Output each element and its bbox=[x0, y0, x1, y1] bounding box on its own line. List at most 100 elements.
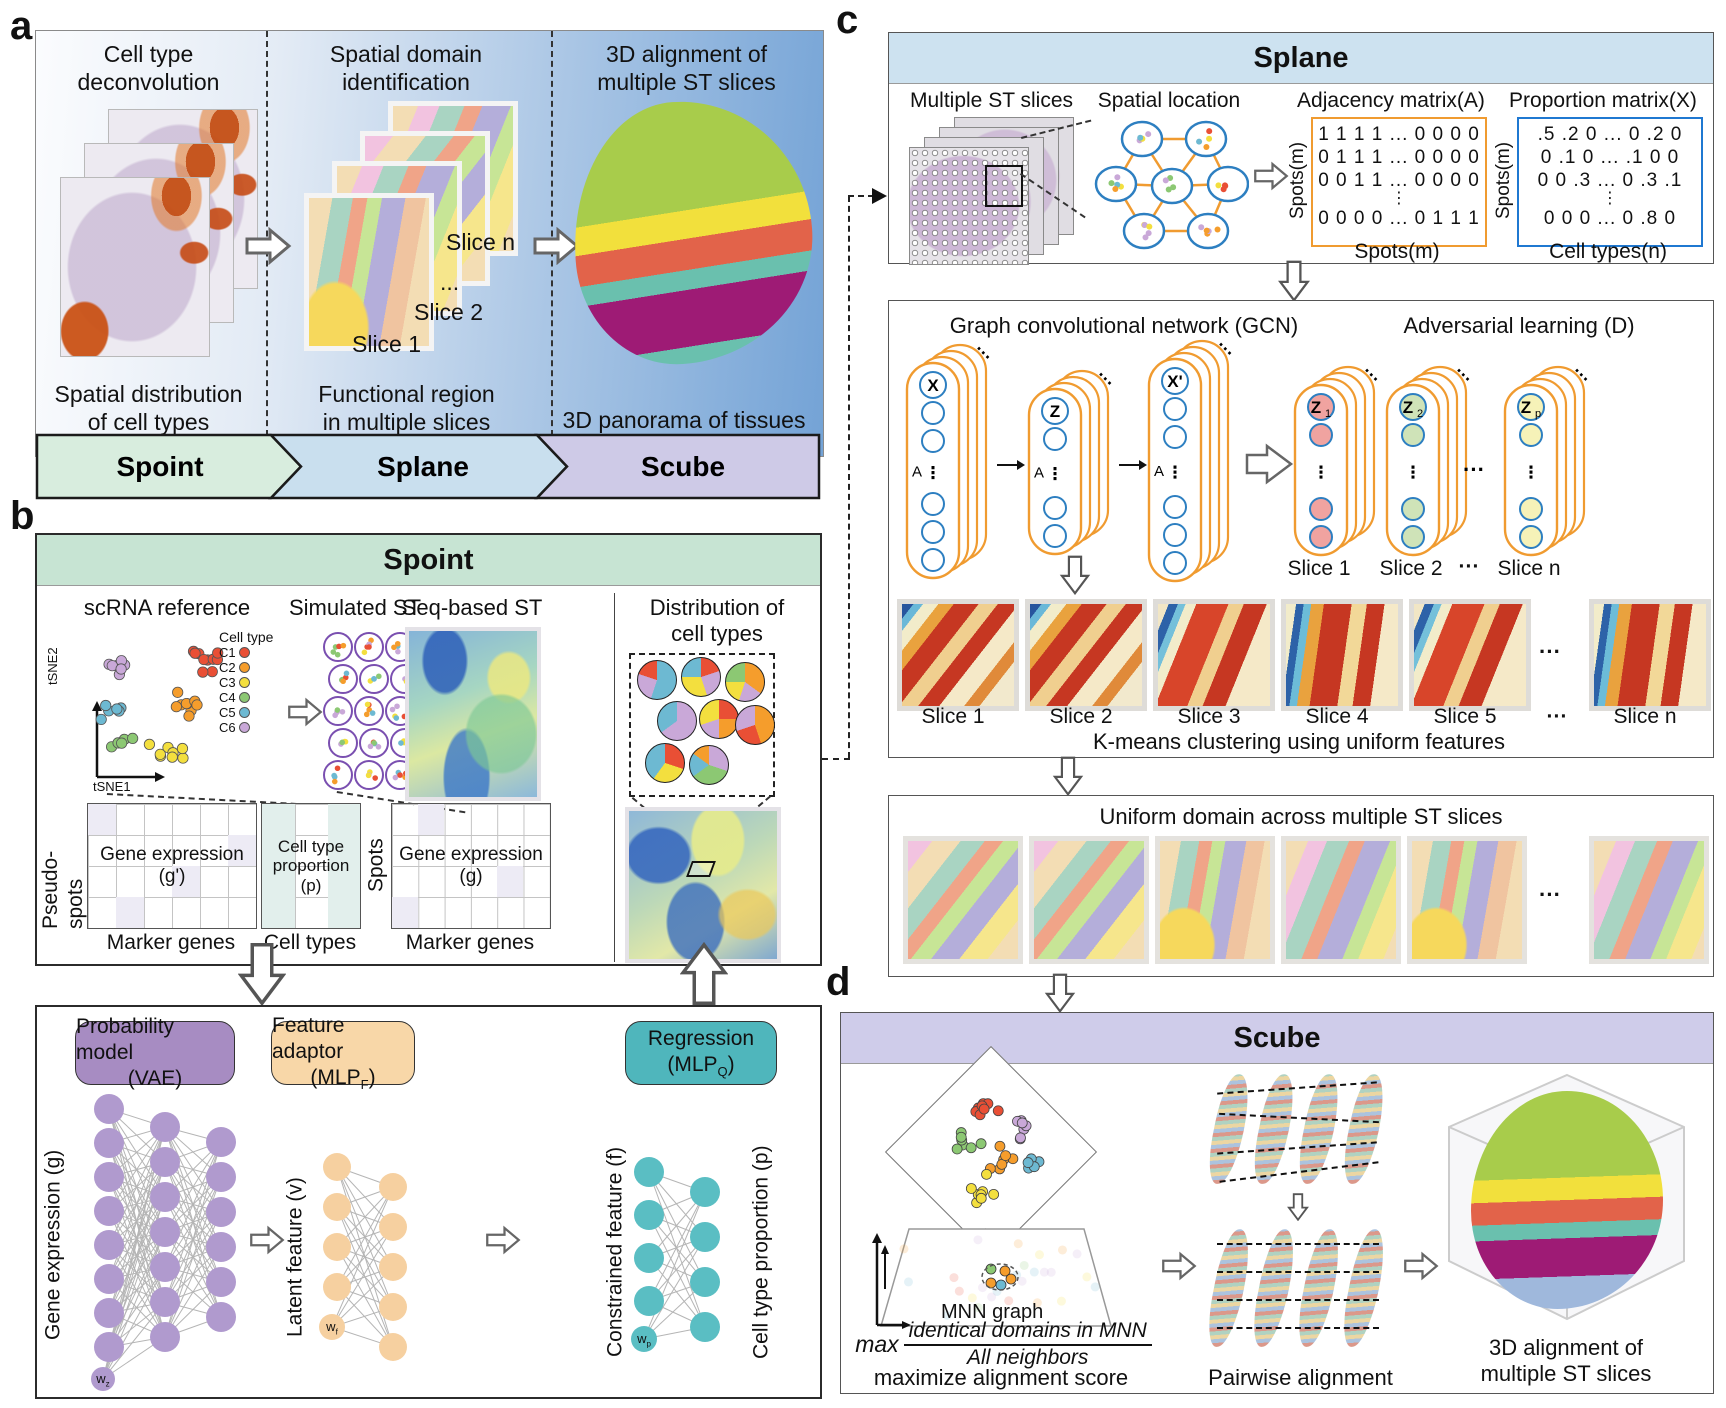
stack-label-node bbox=[1307, 393, 1335, 421]
stack-front-pill bbox=[905, 361, 961, 580]
spot-dot bbox=[397, 772, 403, 778]
km-slice-n-label: Slice n bbox=[1613, 705, 1677, 728]
caption-maximize: maximize alignment score bbox=[873, 1365, 1129, 1390]
stack-label: Z bbox=[1050, 402, 1060, 421]
connector-arrowhead-icon bbox=[872, 188, 887, 204]
spot-dot bbox=[334, 765, 341, 772]
stack-front-pill bbox=[1147, 357, 1203, 583]
vae-model-box: Probability model (VAE) bbox=[75, 1015, 235, 1090]
axes-icon bbox=[872, 1233, 911, 1329]
spot-dot bbox=[375, 744, 382, 750]
adj-row-label: Spots(m) bbox=[1287, 141, 1308, 219]
cell-type-proportion-axis-label: Cell type proportion (p) bbox=[749, 1145, 773, 1359]
stack-node bbox=[1163, 425, 1187, 449]
graph-node bbox=[1122, 212, 1166, 250]
tsne-point bbox=[154, 748, 166, 760]
net-node bbox=[690, 1312, 720, 1342]
adjacency-matrix: 1 1 1 1 ... 0 0 0 0 0 1 1 1 ... 0 0 0 0 … bbox=[1311, 117, 1487, 247]
stack-front-pill bbox=[1027, 387, 1083, 556]
c4-color-dot bbox=[238, 692, 250, 703]
net-edge bbox=[336, 1186, 394, 1288]
net-node bbox=[379, 1213, 407, 1241]
arrow-right-icon bbox=[1162, 1251, 1197, 1281]
constrained-feature-axis-label: Constrained feature (f) bbox=[603, 1146, 627, 1358]
stack-front-pill bbox=[1503, 383, 1559, 557]
node-dot bbox=[1167, 174, 1174, 181]
net-edge bbox=[164, 1141, 222, 1268]
uniform-dots: ··· bbox=[1539, 882, 1561, 907]
panel-d-label: d bbox=[826, 960, 851, 1004]
node-dot bbox=[1108, 180, 1115, 187]
spot-dot bbox=[331, 778, 338, 785]
spot-dot bbox=[398, 740, 404, 746]
faint-dot bbox=[973, 1235, 983, 1245]
vdots: ⋮ bbox=[1167, 463, 1184, 482]
faint-dot bbox=[1013, 1239, 1023, 1249]
diamond-dot bbox=[975, 1138, 987, 1150]
faint-dot bbox=[949, 1273, 959, 1283]
km-dots-label: ··· bbox=[1546, 705, 1568, 728]
pie-chart bbox=[689, 745, 729, 785]
legend-item: C4 bbox=[219, 690, 289, 705]
gcn-slice-n-label: Slice n bbox=[1497, 557, 1561, 580]
stack-node bbox=[1163, 397, 1187, 421]
faint-dot bbox=[942, 1310, 952, 1320]
arrow-right-icon bbox=[486, 1225, 521, 1255]
arrow-down-icon bbox=[1287, 1193, 1309, 1221]
net-edge bbox=[108, 1126, 166, 1212]
diamond-dot bbox=[975, 1192, 987, 1204]
arrow-head bbox=[1139, 460, 1147, 470]
diamond-dot bbox=[994, 1140, 1006, 1152]
slice-2-label: Slice 2 bbox=[414, 299, 484, 325]
pie-chart bbox=[681, 657, 721, 697]
spot-dot bbox=[369, 710, 376, 716]
faint-dot bbox=[1082, 1272, 1092, 1282]
faint-dot bbox=[954, 1286, 964, 1296]
stack-dots: ··· bbox=[1463, 457, 1485, 482]
m2-caption: Cell types bbox=[263, 931, 357, 954]
net-node bbox=[634, 1157, 664, 1187]
c3-color-dot bbox=[238, 677, 250, 688]
legend-item: C2 bbox=[219, 660, 289, 675]
slice-dots: ... bbox=[440, 269, 460, 295]
faint-dot bbox=[1057, 1245, 1067, 1255]
col3-title: 3D alignment of multiple ST slices bbox=[597, 41, 776, 95]
stack-label-node bbox=[1517, 393, 1545, 421]
net-edge bbox=[108, 1126, 166, 1246]
net-edge bbox=[102, 1301, 166, 1380]
stack-label-node bbox=[919, 371, 947, 399]
tsne-point bbox=[189, 647, 201, 659]
tsne-point bbox=[206, 666, 218, 678]
stack-node bbox=[1163, 495, 1187, 519]
mnn-dot bbox=[1005, 1273, 1017, 1285]
spot-dot bbox=[334, 707, 341, 713]
tsne-point bbox=[197, 666, 209, 678]
net-edge bbox=[164, 1211, 222, 1338]
net-node bbox=[94, 1094, 124, 1124]
diamond-dot bbox=[1015, 1132, 1026, 1144]
net-node bbox=[94, 1264, 124, 1294]
net-node bbox=[206, 1197, 236, 1227]
stack-node bbox=[921, 492, 945, 516]
net-node bbox=[150, 1182, 180, 1212]
kmeans-dots: ··· bbox=[1539, 639, 1561, 664]
node-dot bbox=[1203, 144, 1210, 151]
tsne-point bbox=[115, 663, 127, 675]
faint-dot bbox=[1090, 1282, 1100, 1292]
tsne-x-label: tSNE1 bbox=[93, 779, 131, 794]
net-node bbox=[206, 1302, 236, 1332]
node-dot bbox=[1170, 184, 1177, 191]
spots-label: Spots bbox=[364, 838, 388, 892]
net-node bbox=[323, 1193, 351, 1221]
a-label: A bbox=[1154, 463, 1164, 480]
adversarial-title: Adversarial learning (D) bbox=[1403, 313, 1635, 338]
tsne-scatter-plot bbox=[92, 645, 224, 782]
splane-header: Splane bbox=[889, 33, 1713, 84]
tsne-y-label: tSNE2 bbox=[45, 647, 60, 685]
diamond-dot bbox=[965, 1183, 977, 1194]
stack-node bbox=[1043, 496, 1067, 520]
stack-node bbox=[1401, 497, 1425, 521]
gcn-title: Graph convolutional network (GCN) bbox=[949, 313, 1299, 338]
banner-splane-label: Splane bbox=[377, 451, 469, 482]
gcn-slice-1-label: Slice 1 bbox=[1287, 557, 1351, 580]
